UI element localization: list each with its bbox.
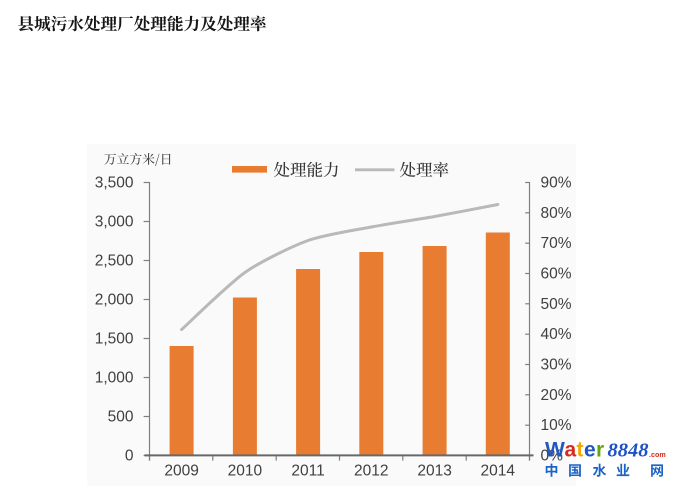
svg-text:2,500: 2,500 <box>95 252 134 269</box>
svg-text:80%: 80% <box>541 205 572 222</box>
svg-text:2,000: 2,000 <box>95 291 134 308</box>
svg-text:8848: 8848 <box>608 440 649 462</box>
svg-text:1,500: 1,500 <box>95 330 134 347</box>
svg-text:40%: 40% <box>541 326 572 343</box>
svg-text:Water: Water <box>545 439 605 462</box>
svg-text:500: 500 <box>108 408 134 425</box>
svg-text:.com: .com <box>649 450 666 459</box>
svg-text:60%: 60% <box>541 265 572 282</box>
svg-text:10%: 10% <box>541 417 572 434</box>
svg-text:70%: 70% <box>541 235 572 252</box>
svg-text:2011: 2011 <box>291 463 324 480</box>
svg-text:50%: 50% <box>541 296 572 313</box>
svg-text:2012: 2012 <box>354 463 388 480</box>
svg-text:2014: 2014 <box>481 463 516 480</box>
svg-text:30%: 30% <box>541 356 572 373</box>
svg-text:2009: 2009 <box>164 463 198 480</box>
svg-text:3,000: 3,000 <box>95 213 134 230</box>
svg-text:1,000: 1,000 <box>95 369 134 386</box>
svg-text:20%: 20% <box>541 387 572 404</box>
svg-text:0: 0 <box>125 447 134 464</box>
svg-text:3,500: 3,500 <box>95 174 134 191</box>
svg-text:2013: 2013 <box>417 463 451 480</box>
svg-text:0%: 0% <box>541 447 564 464</box>
svg-text:90%: 90% <box>541 174 572 191</box>
svg-text:2010: 2010 <box>228 463 263 480</box>
